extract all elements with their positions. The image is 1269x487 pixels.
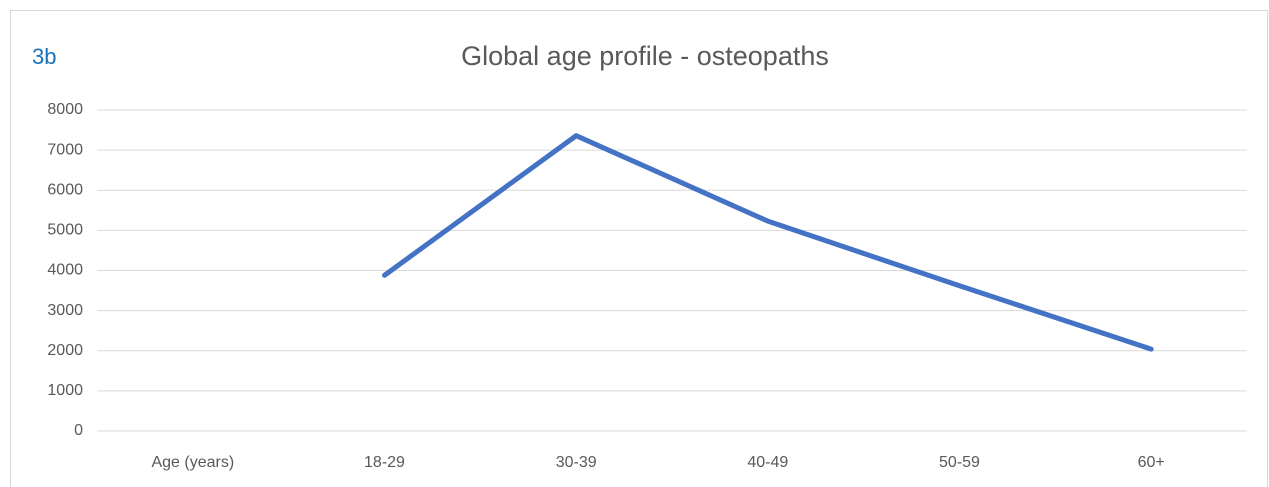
- y-tick-label: 4000: [47, 262, 83, 279]
- x-tick-label: 60+: [1138, 454, 1165, 471]
- figure-tag: 3b: [32, 44, 56, 69]
- chart-border: [10, 10, 1268, 487]
- x-tick-label: 30-39: [556, 454, 597, 471]
- x-tick-label: 18-29: [364, 454, 405, 471]
- y-tick-label: 1000: [47, 382, 83, 399]
- x-tick-label: Age (years): [151, 454, 234, 471]
- x-tick-label: 50-59: [939, 454, 980, 471]
- y-tick-label: 7000: [47, 141, 83, 158]
- y-tick-label: 0: [74, 422, 83, 439]
- y-tick-label: 8000: [47, 101, 83, 118]
- y-tick-label: 6000: [47, 181, 83, 198]
- y-tick-label: 2000: [47, 342, 83, 359]
- y-tick-label: 5000: [47, 222, 83, 239]
- y-tick-label: 3000: [47, 302, 83, 319]
- chart-title: Global age profile - osteopaths: [461, 41, 829, 71]
- x-tick-label: 40-49: [747, 454, 788, 471]
- data-line: [382, 133, 1154, 352]
